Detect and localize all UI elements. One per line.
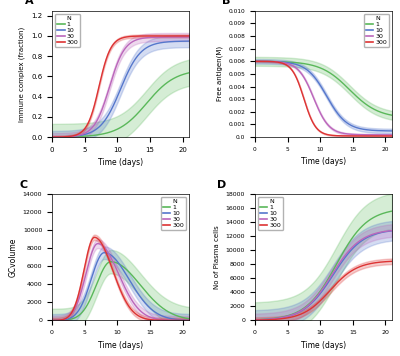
Text: D: D: [216, 180, 226, 190]
Legend: N, 1, 10, 30, 300: N, 1, 10, 30, 300: [258, 197, 283, 230]
Legend: N, 1, 10, 30, 300: N, 1, 10, 30, 300: [364, 14, 389, 47]
X-axis label: Time (days): Time (days): [301, 341, 346, 350]
Y-axis label: Immune complex (fraction): Immune complex (fraction): [19, 26, 26, 121]
Y-axis label: Free antigen(M): Free antigen(M): [216, 46, 223, 101]
X-axis label: Time (days): Time (days): [98, 158, 143, 167]
Y-axis label: GCvolume: GCvolume: [8, 237, 17, 277]
X-axis label: Time (days): Time (days): [98, 341, 143, 350]
Y-axis label: No of Plasma cells: No of Plasma cells: [214, 225, 220, 289]
X-axis label: Time (days): Time (days): [301, 157, 346, 166]
Text: C: C: [19, 180, 27, 190]
Legend: N, 1, 10, 30, 300: N, 1, 10, 30, 300: [161, 197, 186, 230]
Text: A: A: [24, 0, 33, 6]
Legend: N, 1, 10, 30, 300: N, 1, 10, 30, 300: [55, 14, 80, 47]
Text: B: B: [222, 0, 230, 6]
